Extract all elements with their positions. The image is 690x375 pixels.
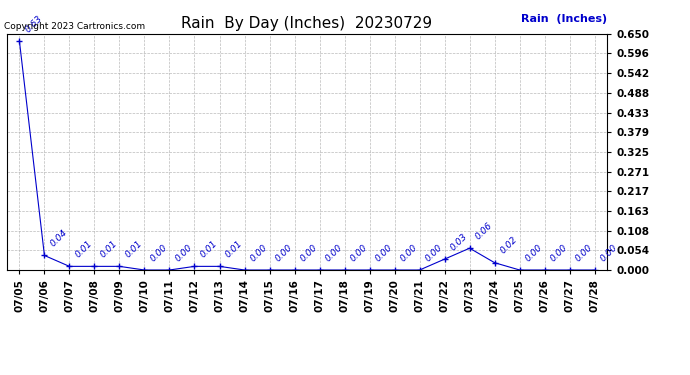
Text: 0.06: 0.06 bbox=[474, 220, 495, 241]
Text: 0.00: 0.00 bbox=[248, 243, 269, 263]
Text: 0.00: 0.00 bbox=[324, 243, 344, 263]
Text: 0.00: 0.00 bbox=[174, 243, 195, 263]
Text: 0.01: 0.01 bbox=[199, 239, 219, 260]
Text: 0.00: 0.00 bbox=[348, 243, 369, 263]
Text: 0.00: 0.00 bbox=[274, 243, 295, 263]
Title: Rain  By Day (Inches)  20230729: Rain By Day (Inches) 20230729 bbox=[181, 16, 433, 31]
Text: 0.00: 0.00 bbox=[424, 243, 444, 263]
Text: 0.02: 0.02 bbox=[499, 235, 520, 256]
Text: 0.00: 0.00 bbox=[299, 243, 319, 263]
Text: Copyright 2023 Cartronics.com: Copyright 2023 Cartronics.com bbox=[4, 22, 145, 32]
Text: 0.00: 0.00 bbox=[574, 243, 595, 263]
Text: 0.01: 0.01 bbox=[74, 239, 95, 260]
Text: 0.00: 0.00 bbox=[549, 243, 569, 263]
Text: 0.01: 0.01 bbox=[124, 239, 144, 260]
Text: 0.63: 0.63 bbox=[23, 13, 44, 34]
Text: 0.03: 0.03 bbox=[448, 231, 469, 252]
Text: 0.00: 0.00 bbox=[524, 243, 544, 263]
Text: 0.00: 0.00 bbox=[374, 243, 395, 263]
Text: 0.00: 0.00 bbox=[599, 243, 620, 263]
Text: 0.01: 0.01 bbox=[224, 239, 244, 260]
Text: 0.01: 0.01 bbox=[99, 239, 119, 260]
Text: Rain  (Inches): Rain (Inches) bbox=[521, 14, 607, 24]
Text: 0.00: 0.00 bbox=[148, 243, 169, 263]
Text: 0.04: 0.04 bbox=[48, 228, 69, 249]
Text: 0.00: 0.00 bbox=[399, 243, 420, 263]
